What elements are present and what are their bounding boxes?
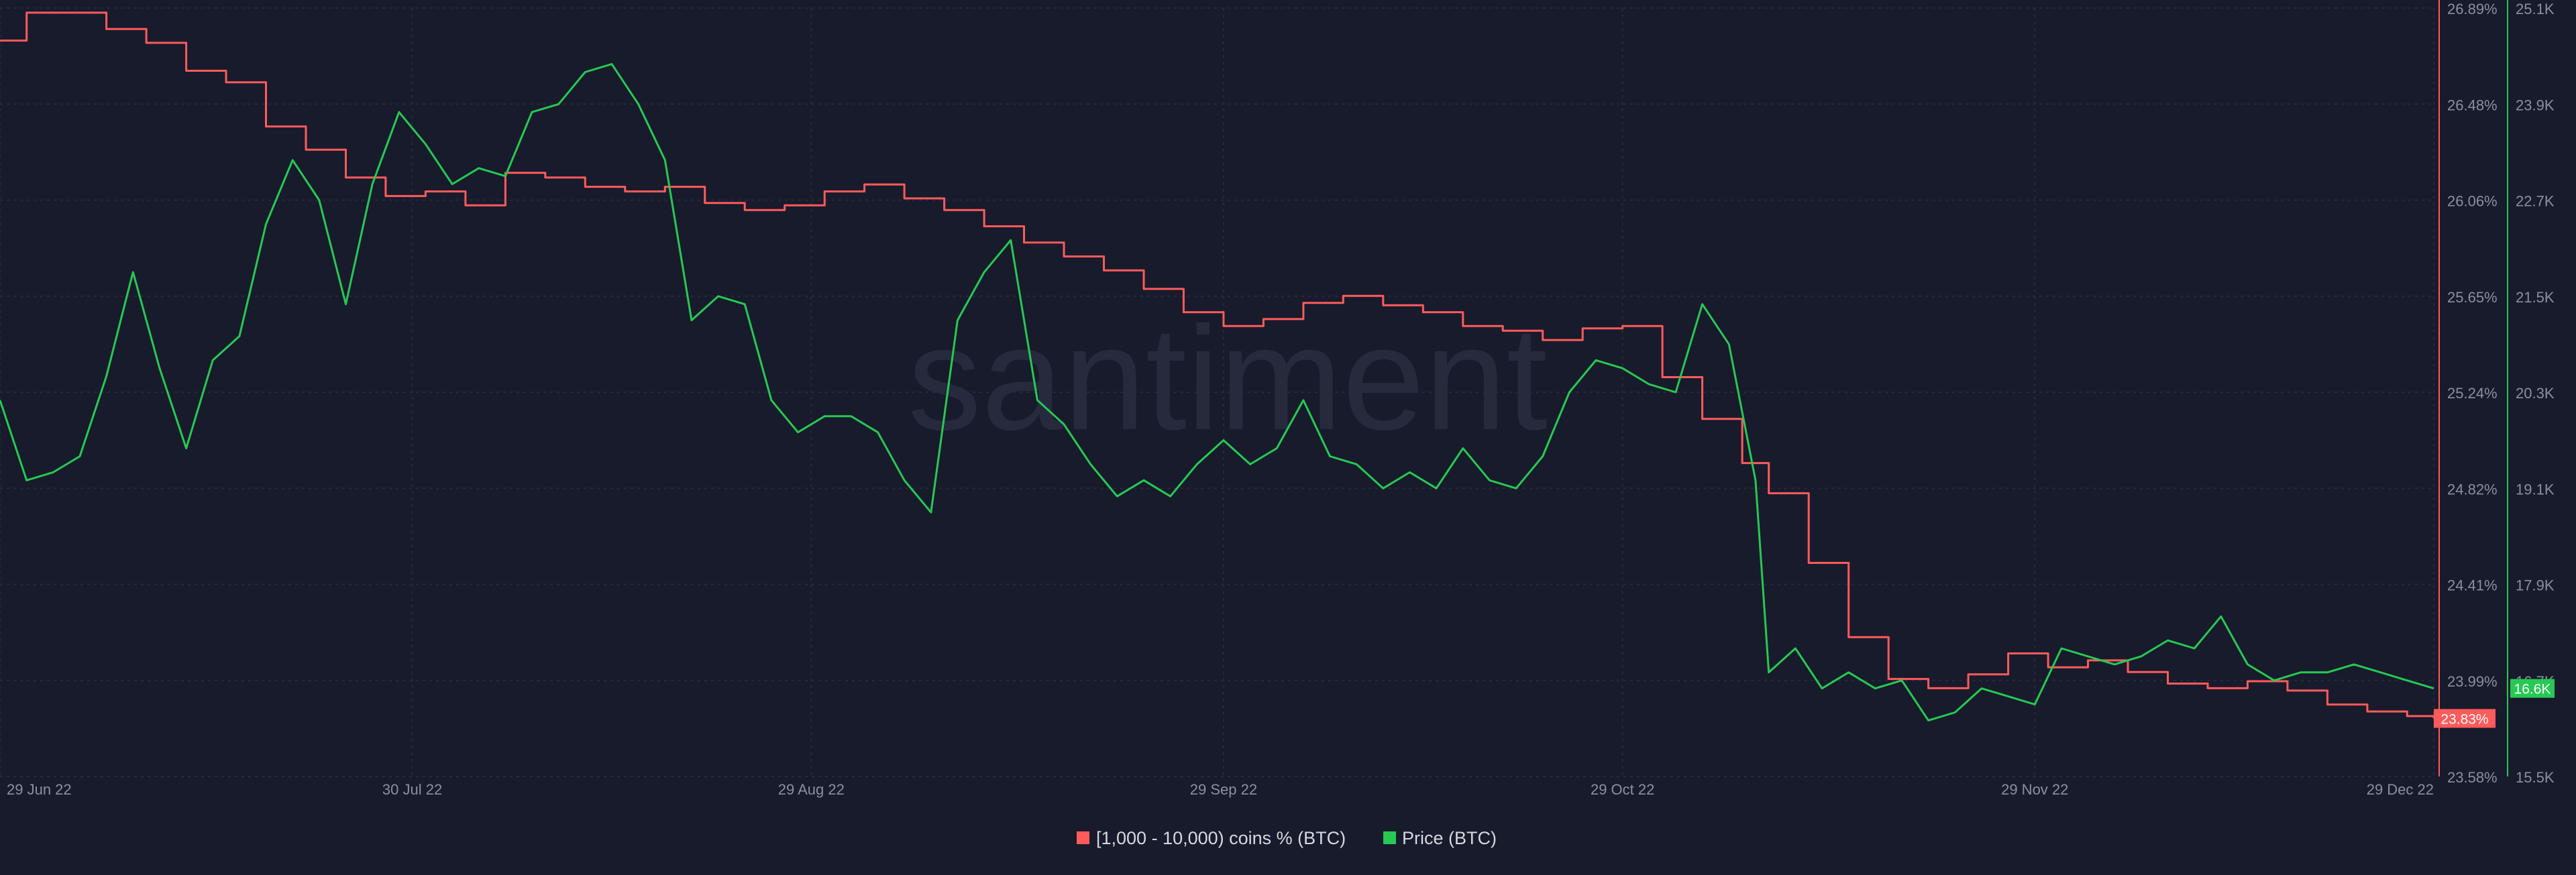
legend-label-price[interactable]: Price (BTC) xyxy=(1402,828,1497,848)
x-tick-label: 29 Aug 22 xyxy=(778,781,845,798)
legend-swatch-price xyxy=(1383,831,1396,844)
y-left-tick-label: 26.06% xyxy=(2447,193,2498,210)
legend-label-coins[interactable]: [1,000 - 10,000) coins % (BTC) xyxy=(1096,828,1346,848)
last-value-label-coins: 23.83% xyxy=(2440,711,2488,727)
axis-layer: 26.89% 26.48% 26.06% 25.65% 25.24% 24.82% 24.4… xyxy=(7,0,2555,798)
x-tick-label: 30 Jul 22 xyxy=(382,781,442,798)
y-left-tick-label: 25.24% xyxy=(2447,385,2498,402)
y-right-tick-label: 22.7K xyxy=(2516,193,2555,210)
y-left-tick-label: 23.58% xyxy=(2447,769,2498,786)
y-left-tick-label: 24.82% xyxy=(2447,481,2498,498)
y-left-tick-label: 25.65% xyxy=(2447,289,2498,306)
y-right-tick-label: 25.1K xyxy=(2516,1,2555,17)
x-tick-label: 29 Dec 22 xyxy=(2367,781,2434,798)
last-value-badge-price xyxy=(2510,679,2555,698)
series-line-coins-pct xyxy=(0,11,2435,719)
y-right-tick-label: 15.5K xyxy=(2516,769,2555,786)
legend: [1,000 - 10,000) coins % (BTC) Price (BT… xyxy=(1077,828,1497,848)
y-left-tick-label: 24.41% xyxy=(2447,577,2498,594)
y-right-tick-label: 21.5K xyxy=(2516,289,2555,306)
y-left-tick-label: 26.48% xyxy=(2447,97,2498,113)
last-value-badge-coins xyxy=(2434,709,2496,728)
y-left-tick-label: 26.89% xyxy=(2447,1,2498,17)
x-tick-label: 29 Oct 22 xyxy=(1591,781,1654,798)
y-left-tick-label: 23.99% xyxy=(2447,673,2498,690)
y-right-tick-label: 20.3K xyxy=(2516,385,2555,402)
watermark-text: santiment xyxy=(908,296,1548,461)
grid-layer xyxy=(0,7,2434,777)
x-tick-label: 29 Jun 22 xyxy=(7,781,72,798)
x-tick-label: 29 Nov 22 xyxy=(2001,781,2068,798)
x-tick-label: 29 Sep 22 xyxy=(1190,781,1257,798)
series-layer xyxy=(0,11,2435,721)
y-right-tick-label: 23.9K xyxy=(2516,97,2555,113)
legend-swatch-coins xyxy=(1077,831,1089,844)
series-line-price xyxy=(0,63,2434,721)
last-value-label-price: 16.6K xyxy=(2514,682,2551,697)
y-right-tick-label: 19.1K xyxy=(2516,481,2555,498)
y-right-tick-label: 17.9K xyxy=(2516,577,2555,594)
